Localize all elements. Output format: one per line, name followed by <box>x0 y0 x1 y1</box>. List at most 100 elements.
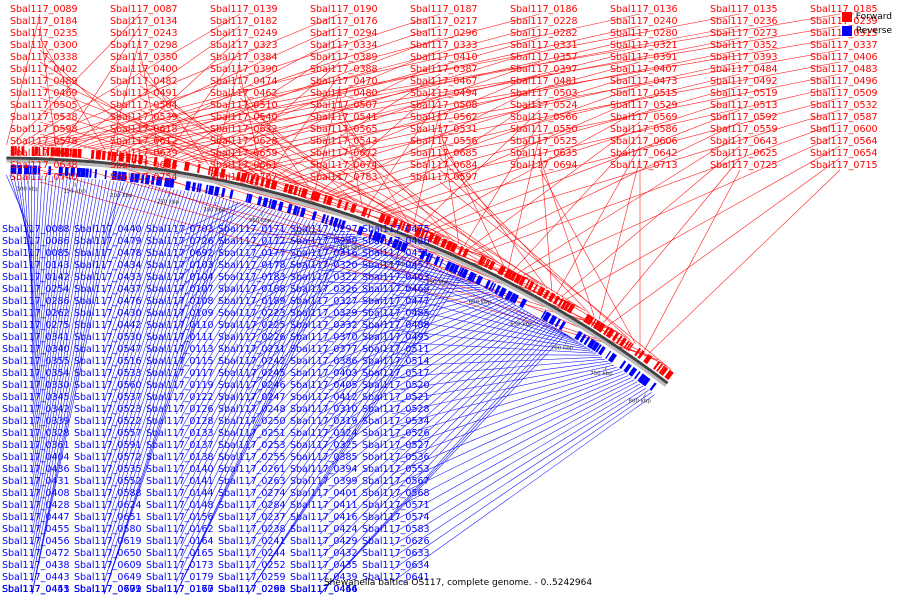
reverse-gene-label: Sbal117_0441 <box>2 584 70 595</box>
reverse-gene <box>287 204 293 214</box>
forward-gene-label: Sbal117_0296 <box>410 28 478 39</box>
reverse-gene-label: Sbal117_0649 <box>74 572 142 583</box>
axis-tick-label: 650 kbp <box>510 322 533 328</box>
forward-gene-label: Sbal117_0674 <box>310 160 378 171</box>
forward-gene-label: Sbal117_0578 <box>10 136 78 147</box>
forward-gene-label: Sbal117_0489 <box>10 76 78 87</box>
forward-gene-label: Sbal117_0243 <box>110 28 178 39</box>
forward-gene-label: Sbal117_0529 <box>610 100 678 111</box>
forward-gene-label: Sbal117_0390 <box>210 64 278 75</box>
forward-gene-label: Sbal117_0504 <box>110 100 178 111</box>
reverse-gene-label: Sbal117_0476 <box>74 296 142 307</box>
reverse-gene-label: Sbal117_0726 <box>146 236 214 247</box>
reverse-gene-label: Sbal117_0437 <box>74 284 142 295</box>
forward-gene-label: Sbal117_0357 <box>510 52 578 63</box>
reverse-gene-label: Sbal117_0438 <box>2 560 70 571</box>
reverse-gene-label: Sbal117_0478 <box>74 248 142 259</box>
reverse-gene-label: Sbal117_0126 <box>146 404 214 415</box>
axis-tick-label: 250 kbp <box>157 199 180 205</box>
forward-gene-label: Sbal117_0190 <box>310 4 378 15</box>
forward-gene-label: Sbal117_0134 <box>110 16 178 27</box>
reverse-gene-label: Sbal117_0355 <box>2 356 70 367</box>
reverse-gene-label: Sbal117_0435 <box>290 560 358 571</box>
forward-gene-label: Sbal117_0754 <box>110 172 178 183</box>
reverse-gene-label: Sbal117_0138 <box>146 452 214 463</box>
reverse-gene <box>185 181 191 191</box>
forward-gene-label: Sbal117_0503 <box>510 88 578 99</box>
reverse-gene-label: Sbal117_0171 <box>218 224 286 235</box>
reverse-gene-label: Sbal117_0156 <box>146 512 214 523</box>
reverse-gene-label: Sbal117_0485 <box>362 308 430 319</box>
reverse-gene-label: Sbal117_0310 <box>290 404 358 415</box>
forward-gene-label: Sbal117_0393 <box>710 52 778 63</box>
reverse-gene-label: Sbal117_0237 <box>218 512 286 523</box>
forward-gene-label: Sbal117_0532 <box>810 100 878 111</box>
reverse-gene-label: Sbal117_0111 <box>146 332 214 343</box>
forward-gene-label: Sbal117_0184 <box>10 16 78 27</box>
reverse-gene-label: Sbal117_0226 <box>218 332 286 343</box>
forward-gene-label: Sbal117_0186 <box>510 4 578 15</box>
reverse-gene-label: Sbal117_0403 <box>290 368 358 379</box>
reverse-gene-label: Sbal117_0520 <box>362 380 430 391</box>
forward-gene-label: Sbal117_0406 <box>810 52 878 63</box>
axis-tick-label: 100 kbp <box>16 186 39 192</box>
reverse-gene-label: Sbal117_0433 <box>74 272 142 283</box>
forward-gene-label: Sbal117_0509 <box>810 88 878 99</box>
reverse-gene-label: Sbal117_0457 <box>362 260 430 271</box>
reverse-gene-label: Sbal117_0247 <box>218 392 286 403</box>
reverse-gene <box>229 190 234 199</box>
reverse-gene-label: Sbal117_0430 <box>74 308 142 319</box>
forward-gene-label: Sbal117_0333 <box>410 40 478 51</box>
forward-gene-label: Sbal117_0352 <box>710 40 778 51</box>
forward-gene-label: Sbal117_0387 <box>410 64 478 75</box>
forward-gene-label: Sbal117_0217 <box>410 16 478 27</box>
reverse-gene-label: Sbal117_0143 <box>2 260 70 271</box>
reverse-gene-label: Sbal117_0527 <box>362 440 430 451</box>
forward-gene-label: Sbal117_0684 <box>410 160 478 171</box>
reverse-label-connector <box>392 388 646 546</box>
reverse-gene-label: Sbal117_0429 <box>290 536 358 547</box>
reverse-gene-label: Sbal117_0245 <box>218 368 286 379</box>
reverse-gene-label: Sbal117_0325 <box>290 440 358 451</box>
forward-gene-label: Sbal117_0783 <box>310 172 378 183</box>
reverse-gene-label: Sbal117_0522 <box>74 416 142 427</box>
forward-gene-label: Sbal117_0625 <box>710 148 778 159</box>
reverse-gene-label: Sbal117_0183 <box>218 272 286 283</box>
reverse-gene <box>94 169 97 178</box>
reverse-gene-label: Sbal117_0238 <box>218 524 286 535</box>
forward-gene-label: Sbal117_0135 <box>710 4 778 15</box>
reverse-gene-label: Sbal117_0401 <box>290 488 358 499</box>
reverse-gene-label: Sbal117_0148 <box>146 500 214 511</box>
reverse-gene-label: Sbal117_0442 <box>74 320 142 331</box>
forward-gene-label: Sbal117_0389 <box>310 52 378 63</box>
reverse-gene-label: Sbal117_0588 <box>74 488 142 499</box>
forward-gene-label: Sbal117_0402 <box>10 64 78 75</box>
reverse-gene-label: Sbal117_0526 <box>362 428 430 439</box>
reverse-gene-label: Sbal117_0299 <box>290 236 358 247</box>
reverse-gene-label: Sbal117_0164 <box>146 536 214 547</box>
forward-gene-label: Sbal117_0176 <box>310 16 378 27</box>
reverse-gene-label: Sbal117_0252 <box>218 560 286 571</box>
reverse-gene-label: Sbal117_0404 <box>2 452 70 463</box>
reverse-gene <box>81 168 86 177</box>
forward-gene <box>301 188 309 198</box>
reverse-gene-label: Sbal117_0115 <box>146 356 214 367</box>
reverse-gene-label: Sbal117_0479 <box>74 236 142 247</box>
reverse-gene-label: Sbal117_0113 <box>146 344 214 355</box>
reverse-gene-label: Sbal117_0253 <box>218 440 286 451</box>
reverse-gene-label: Sbal117_0534 <box>362 416 430 427</box>
forward-gene <box>197 164 201 173</box>
forward-gene-label: Sbal117_0559 <box>710 124 778 135</box>
reverse-gene-label: Sbal117_0405 <box>290 380 358 391</box>
reverse-gene-label: Sbal117_0274 <box>218 488 286 499</box>
reverse-gene-label: Sbal117_0141 <box>146 476 214 487</box>
forward-gene-label: Sbal117_0397 <box>510 64 578 75</box>
forward-gene-label: Sbal117_0598 <box>10 124 78 135</box>
forward-gene-label: Sbal117_0564 <box>810 136 878 147</box>
forward-label-connector <box>440 170 631 341</box>
reverse-gene-label: Sbal117_0511 <box>362 344 430 355</box>
reverse-swatch <box>842 26 852 36</box>
reverse-gene <box>105 170 108 179</box>
forward-gene-label: Sbal117_0484 <box>710 64 778 75</box>
forward-gene-label: Sbal117_0586 <box>610 124 678 135</box>
